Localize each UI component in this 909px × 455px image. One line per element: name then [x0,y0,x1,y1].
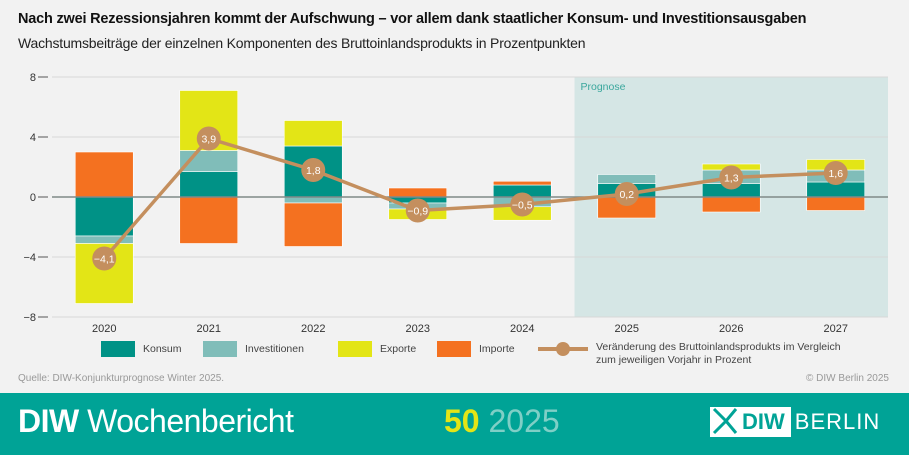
logo-mark-icon [712,407,738,435]
bar-konsum-2021 [179,171,239,198]
legend-label: Veränderung des Bruttoinlandsprodukts im… [596,341,841,367]
gdp-point-2027 [823,161,848,185]
x-tick-label: 2020 [92,323,116,335]
bar-investitionen-2022 [283,196,343,204]
logo-box: DIW [710,407,791,437]
x-tick-label: 2022 [301,323,325,335]
y-tick-label: −4 [23,252,36,264]
source-note: Quelle: DIW-Konjunkturprognose Winter 20… [18,373,225,384]
legend-item-investitionen: Investitionen [203,341,304,357]
bar-importe-2022 [283,202,343,247]
bar-importe-2027 [806,196,866,211]
x-tick-label: 2021 [197,323,221,335]
bar-exporte-2022 [283,120,343,147]
legend-item-konsum: Konsum [101,341,182,357]
gdp-data-label: 3,9 [201,134,216,146]
legend-item-importe: Importe [437,341,515,357]
legend-swatch [437,341,471,357]
legend-label: Konsum [143,343,182,355]
x-tick-label: 2027 [824,323,848,335]
gdp-data-label: 0,2 [619,189,634,201]
forecast-label: Prognose [581,81,626,93]
legend-item-bip: Veränderung des Bruttoinlandsprodukts im… [538,341,841,367]
gdp-point-2022 [301,158,326,182]
gdp-line [102,136,836,260]
gdp-point-2020 [92,246,117,271]
gdp-data-label: −0,5 [512,200,533,212]
y-tick-label: 0 [30,192,36,204]
logo-box-text: DIW [742,409,785,434]
gdp-data-label: −0,9 [407,206,428,218]
gdp-point-2021 [196,126,221,151]
issue-year: 2025 [488,403,560,439]
x-tick-label: 2024 [510,323,534,335]
bar-importe-2024 [492,180,552,186]
gdp-point-2023 [405,198,430,223]
legend-label-line1: Veränderung des Bruttoinlandsprodukts im… [596,341,841,353]
gdp-point-2026 [719,165,744,190]
y-tick-label: 8 [30,72,36,84]
copyright: © DIW Berlin 2025 [806,373,889,384]
brand-bold: DIW [18,403,79,439]
y-tick-label: 4 [30,132,36,144]
legend-label: Exporte [380,343,417,355]
legend-line-marker-icon [538,342,588,356]
gdp-data-label: 1,6 [828,168,843,180]
brand-rest: Wochenbericht [87,403,294,439]
chart-title: Nach zwei Rezessionsjahren kommt der Auf… [18,11,807,27]
logo-text: BERLIN [794,409,881,434]
legend-label: Importe [479,343,515,355]
chart-subtitle: Wachstumsbeiträge der einzelnen Komponen… [18,35,586,51]
legend-swatch [338,341,372,357]
issue: 50 2025 [444,403,560,440]
x-tick-label: 2025 [615,323,639,335]
bar-importe-2026 [701,196,761,213]
legend-label: Investitionen [245,343,304,355]
publication-name: DIW Wochenbericht [18,403,294,440]
x-tick-label: 2026 [719,323,743,335]
footer-band: DIW Wochenbericht 50 2025 DIW BERLIN [0,393,909,455]
gdp-point-2025 [614,182,639,206]
gdp-point-2024 [510,192,535,217]
x-tick-label: 2023 [406,323,430,335]
legend-swatch [203,341,237,357]
legend-item-exporte: Exporte [338,341,416,357]
gdp-data-label: −4,1 [94,254,115,266]
bar-importe-2020 [74,151,134,198]
legend-swatch [101,341,135,357]
gdp-data-label: 1,3 [724,173,739,185]
legend: Konsum Investitionen Exporte Importe Ver… [0,341,909,381]
gdp-data-label: 1,8 [306,165,321,177]
issue-number: 50 [444,403,480,439]
y-tick-label: −8 [23,312,36,324]
bar-importe-2021 [179,196,239,244]
legend-label-line2: zum jeweiligen Vorjahr in Prozent [596,354,752,366]
bar-importe-2023 [388,187,448,198]
diw-logo: DIW BERLIN [710,407,880,437]
bar-konsum-2020 [74,196,134,237]
